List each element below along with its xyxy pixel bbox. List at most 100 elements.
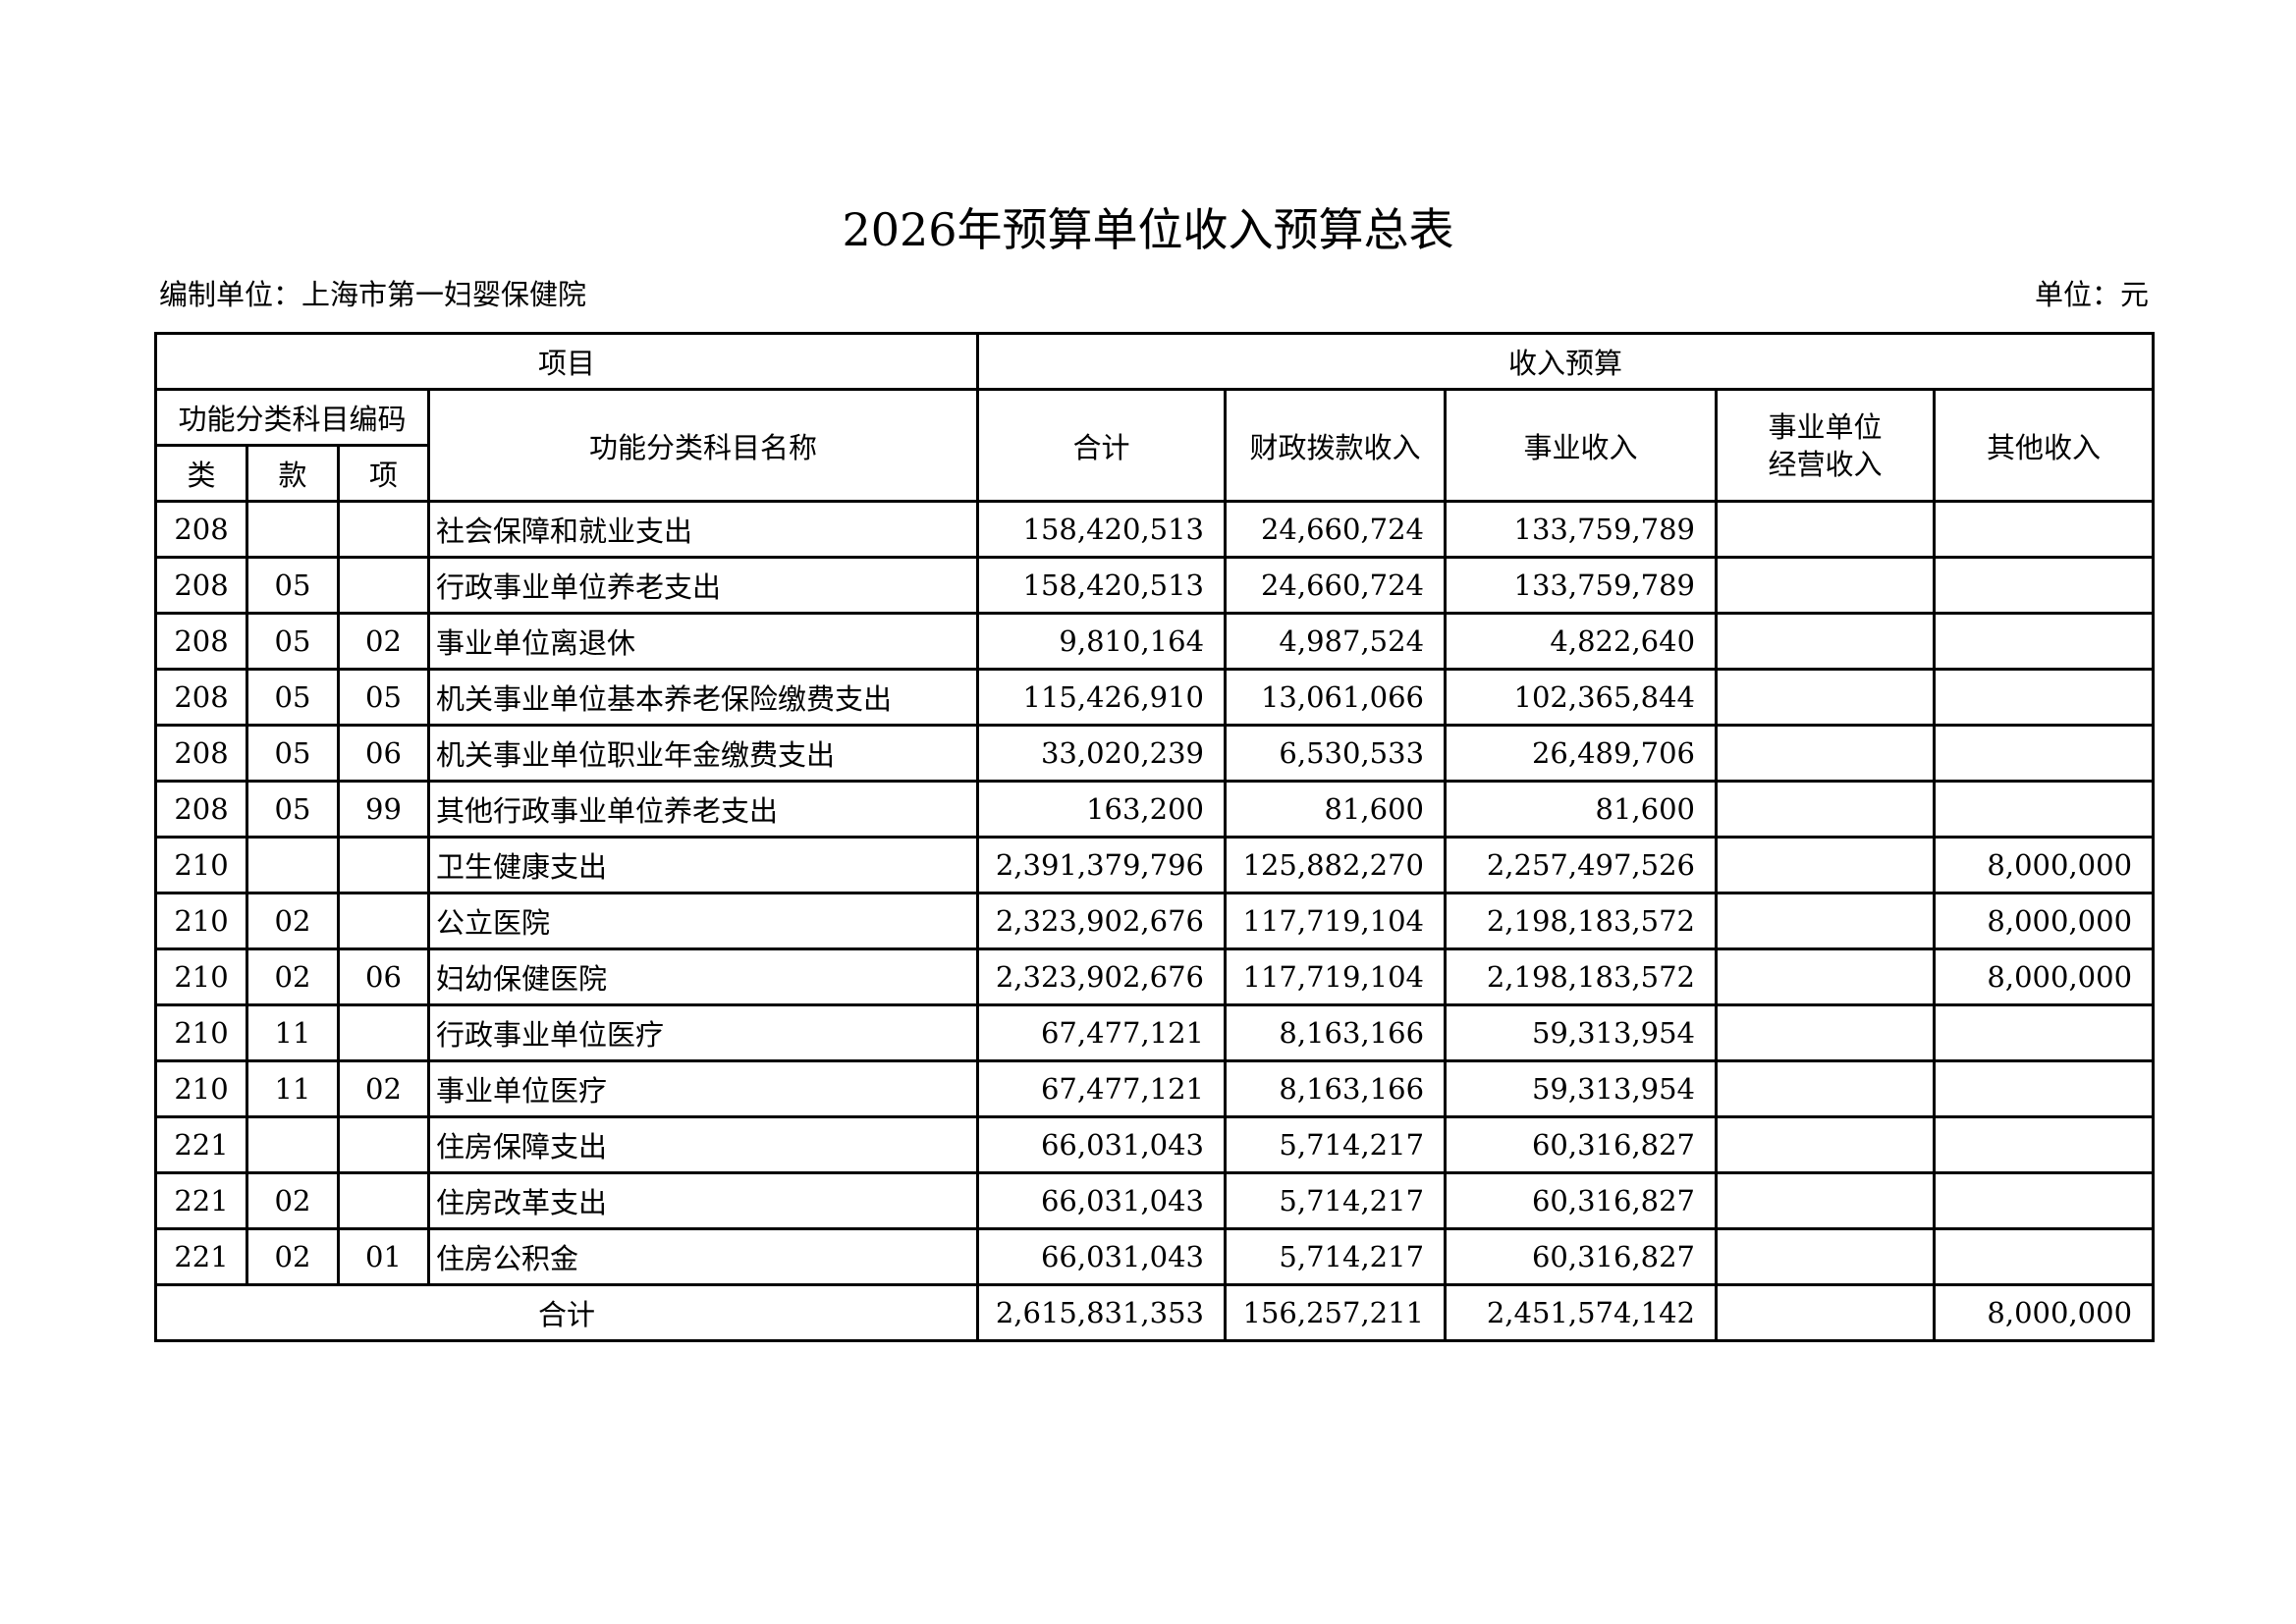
cell-lei: 221 xyxy=(154,1227,248,1286)
cell-xiang: 02 xyxy=(337,1059,430,1118)
cell-total: 158,420,513 xyxy=(976,500,1228,559)
cell-lei: 210 xyxy=(154,1003,248,1062)
cell-total: 67,477,121 xyxy=(976,1003,1228,1062)
table-row: 221 02 01 住房公积金 66,031,043 5,714,217 60,316,82… xyxy=(154,1227,2156,1286)
total-business: 2,451,574,142 xyxy=(1444,1283,1719,1342)
cell-fiscal: 117,719,104 xyxy=(1224,892,1448,950)
cell-total: 2,323,902,676 xyxy=(976,947,1228,1006)
cell-operating xyxy=(1715,836,1937,894)
cell-operating xyxy=(1715,500,1937,559)
cell-total: 66,031,043 xyxy=(976,1115,1228,1174)
cell-kuan: 11 xyxy=(246,1059,340,1118)
header-total: 合计 xyxy=(976,388,1228,503)
cell-operating xyxy=(1715,668,1937,727)
cell-total: 33,020,239 xyxy=(976,724,1228,783)
cell-xiang xyxy=(337,500,430,559)
cell-operating xyxy=(1715,724,1937,783)
cell-business: 60,316,827 xyxy=(1444,1171,1719,1230)
header-operating-line2: 经营收入 xyxy=(1768,447,1883,481)
cell-xiang xyxy=(337,1115,430,1174)
total-total: 2,615,831,353 xyxy=(976,1283,1228,1342)
org-label: 编制单位：上海市第一妇婴保健院 xyxy=(159,278,587,311)
cell-xiang xyxy=(337,892,430,950)
cell-kuan: 05 xyxy=(246,724,340,783)
cell-lei: 208 xyxy=(154,724,248,783)
header-kuan: 款 xyxy=(246,444,340,503)
cell-business: 2,198,183,572 xyxy=(1444,892,1719,950)
cell-fiscal: 81,600 xyxy=(1224,780,1448,839)
cell-total: 2,391,379,796 xyxy=(976,836,1228,894)
cell-name: 机关事业单位职业年金缴费支出 xyxy=(426,724,980,783)
header-other: 其他收入 xyxy=(1933,388,2156,503)
totals-row: 合计 2,615,831,353 156,257,211 2,451,574,142 8… xyxy=(153,1283,2156,1342)
cell-fiscal: 4,987,524 xyxy=(1224,612,1448,671)
cell-fiscal: 24,660,724 xyxy=(1224,556,1448,615)
table-row: 210 11 02 事业单位医疗 67,477,121 8,163,166 59,313,9… xyxy=(154,1059,2156,1118)
table-row: 208 05 02 事业单位离退休 9,810,164 4,987,524 4,822,64… xyxy=(154,612,2156,671)
header-project: 项目 xyxy=(153,332,980,391)
cell-other xyxy=(1933,724,2156,783)
cell-other xyxy=(1933,1059,2156,1118)
cell-name: 事业单位离退休 xyxy=(426,612,980,671)
cell-kuan: 11 xyxy=(246,1003,340,1062)
header-operating: 事业单位 经营收入 xyxy=(1715,388,1937,503)
header-name: 功能分类科目名称 xyxy=(426,388,980,503)
cell-operating xyxy=(1715,780,1937,839)
cell-fiscal: 6,530,533 xyxy=(1224,724,1448,783)
cell-kuan: 02 xyxy=(246,1227,340,1286)
cell-other xyxy=(1933,1227,2156,1286)
cell-kuan: 02 xyxy=(246,892,340,950)
cell-fiscal: 125,882,270 xyxy=(1224,836,1448,894)
cell-name: 机关事业单位基本养老保险缴费支出 xyxy=(426,668,980,727)
cell-business: 2,257,497,526 xyxy=(1444,836,1719,894)
cell-kuan: 05 xyxy=(246,556,340,615)
cell-business: 133,759,789 xyxy=(1444,500,1719,559)
cell-other: 8,000,000 xyxy=(1933,947,2156,1006)
cell-kuan: 05 xyxy=(246,612,340,671)
cell-xiang: 06 xyxy=(337,724,430,783)
cell-other xyxy=(1933,612,2156,671)
cell-other xyxy=(1933,1115,2156,1174)
cell-other: 8,000,000 xyxy=(1933,836,2156,894)
cell-name: 其他行政事业单位养老支出 xyxy=(426,780,980,839)
cell-xiang: 01 xyxy=(337,1227,430,1286)
cell-fiscal: 5,714,217 xyxy=(1224,1115,1448,1174)
header-lei: 类 xyxy=(154,444,248,503)
cell-name: 住房改革支出 xyxy=(426,1171,980,1230)
header-operating-line1: 事业单位 xyxy=(1768,409,1883,444)
cell-operating xyxy=(1715,1171,1937,1230)
table-row: 210 02 06 妇幼保健医院 2,323,902,676 117,719,104 2,1… xyxy=(154,947,2156,1006)
cell-name: 事业单位医疗 xyxy=(426,1059,980,1118)
cell-name: 公立医院 xyxy=(426,892,980,950)
cell-kuan: 05 xyxy=(246,668,340,727)
cell-lei: 221 xyxy=(154,1115,248,1174)
cell-business: 60,316,827 xyxy=(1444,1227,1719,1286)
cell-name: 行政事业单位养老支出 xyxy=(426,556,980,615)
cell-other xyxy=(1933,1171,2156,1230)
cell-xiang: 99 xyxy=(337,780,430,839)
header-row-3: 类 款 项 xyxy=(154,444,2154,503)
cell-business: 60,316,827 xyxy=(1444,1115,1719,1174)
cell-lei: 210 xyxy=(154,836,248,894)
cell-lei: 208 xyxy=(154,556,248,615)
cell-fiscal: 5,714,217 xyxy=(1224,1171,1448,1230)
cell-kuan: 02 xyxy=(246,1171,340,1230)
cell-fiscal: 117,719,104 xyxy=(1224,947,1448,1006)
header-code-group: 功能分类科目编码 xyxy=(154,388,430,447)
cell-operating xyxy=(1715,892,1937,950)
cell-fiscal: 5,714,217 xyxy=(1224,1227,1448,1286)
header-xiang: 项 xyxy=(337,444,430,503)
cell-lei: 210 xyxy=(154,892,248,950)
cell-name: 行政事业单位医疗 xyxy=(426,1003,980,1062)
cell-total: 9,810,164 xyxy=(976,612,1228,671)
cell-xiang xyxy=(337,1003,430,1062)
total-operating xyxy=(1715,1283,1937,1342)
table-row: 221 住房保障支出 66,031,043 5,714,217 60,316,827 xyxy=(154,1115,2156,1174)
table-row: 221 02 住房改革支出 66,031,043 5,714,217 60,316,827 xyxy=(154,1171,2156,1230)
cell-business: 2,198,183,572 xyxy=(1444,947,1719,1006)
table-row: 210 02 公立医院 2,323,902,676 117,719,104 2,198,1… xyxy=(154,892,2156,950)
header-income-budget: 收入预算 xyxy=(976,332,2156,391)
cell-name: 社会保障和就业支出 xyxy=(426,500,980,559)
cell-business: 26,489,706 xyxy=(1444,724,1719,783)
cell-lei: 208 xyxy=(154,612,248,671)
